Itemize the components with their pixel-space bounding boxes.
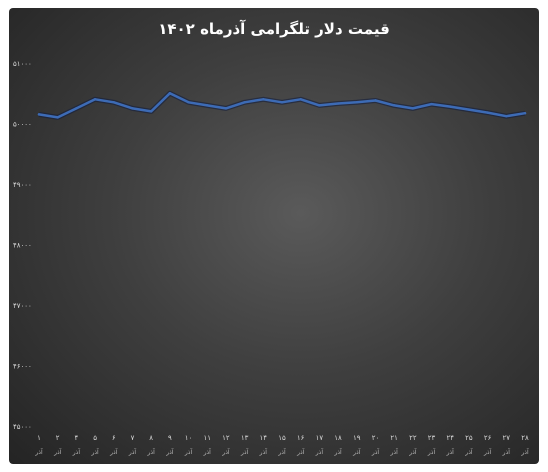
data-point [187,101,190,104]
x-tick-label: ۱۷ [316,434,324,442]
x-tick-label: ۸ [149,434,153,442]
x-tick-label: ۱۹ [353,434,361,442]
x-tick-month-label: آذر [128,447,137,456]
x-tick-month-label: آذر [390,447,399,456]
x-tick-label: ۲۱ [390,434,398,442]
y-tick-label: ۵۰۰۰۰ [13,121,32,129]
x-tick-label: ۴ [75,434,79,442]
x-tick-label: ۲۳ [428,434,436,442]
data-point [392,104,396,107]
y-tick-label: ۴۹۰۰۰ [13,181,32,189]
x-tick-label: ۹ [168,434,172,442]
y-tick-label: ۴۵۰۰۰ [13,423,32,431]
x-tick-month-label: آذر [259,447,268,456]
x-tick-month-label: آذر [502,447,511,456]
y-tick-label: ۴۸۰۰۰ [13,242,32,250]
x-tick-label: ۱۸ [334,434,342,442]
x-tick-label: ۲۰ [372,434,380,442]
data-point [430,102,433,106]
data-point [318,104,321,107]
x-tick-month-label: آذر [464,447,473,456]
chart-panel: ۵۱۰۰۰ ۵۰۰۰۰ ۴۹۰۰۰ ۴۸۰۰۰ ۴۷۰۰۰ ۴۶۰۰۰ ۴۵۰۰۰ ۱ آذر ۲… [9,8,539,464]
x-tick-label: ۲ [56,434,60,442]
x-tick-month-label: آذر [240,447,249,456]
x-tick-label: ۱۱ [203,434,211,442]
x-tick-label: ۲۵ [465,434,473,442]
x-tick-month-label: آذر [221,447,230,456]
x-tick-month-label: آذر [184,447,193,456]
data-point [486,111,489,114]
x-tick-label: ۲۲ [409,434,417,442]
x-tick-month-label: آذر [109,447,118,456]
data-point [411,107,415,110]
x-tick-label: ۲۷ [503,434,511,442]
data-point [112,101,115,104]
x-tick-month-label: آذر [371,447,380,456]
y-tick-label: ۴۶۰۰۰ [13,363,32,371]
data-point [523,112,527,115]
x-tick-month-label: آذر [277,447,286,456]
data-point [336,102,340,105]
x-tick-month-label: آذر [427,447,436,456]
data-point [374,99,377,102]
x-tick-month-label: آذر [483,447,492,456]
x-tick-month-label: آذر [520,447,529,456]
data-point [262,98,265,101]
y-tick-label: ۵۱۰۰۰ [13,60,32,68]
x-tick-month-label: آذر [296,447,305,456]
data-point [243,101,246,104]
x-tick-label: ۵ [93,434,97,442]
x-tick-month-label: آذر [34,447,43,456]
data-point [355,101,358,104]
x-tick-label: ۱۶ [297,434,305,442]
x-tick-month-label: آذر [315,447,324,456]
chart-title: قیمت دلار تلگرامی آذرماه ۱۴۰۲ [158,20,390,38]
x-tick-month-label: آذر [90,447,99,456]
data-point [280,101,284,104]
data-point [149,110,153,113]
data-point [75,107,78,110]
x-tick-month-label: آذر [333,447,342,456]
x-tick-label: ۱۳ [241,434,249,442]
x-tick-label: ۷ [131,434,135,442]
data-point [93,98,97,101]
x-tick-month-label: آذر [203,447,212,456]
x-tick-month-label: آذر [165,447,174,456]
x-tick-label: ۱ [37,434,41,442]
y-tick-label: ۴۷۰۰۰ [13,302,32,310]
data-point [206,104,209,107]
x-tick-month-label: آذر [408,447,417,456]
data-point [467,108,471,111]
data-point [37,113,41,116]
data-point [168,92,172,95]
data-point [505,115,508,118]
x-tick-label: ۶ [112,434,116,442]
data-point [299,98,302,101]
data-point [449,105,452,108]
x-tick-month-label: آذر [352,447,361,456]
x-tick-label: ۱۰ [185,434,193,442]
x-tick-label: ۱۵ [278,434,286,442]
x-tick-label: ۲۴ [446,434,454,442]
x-tick-month-label: آذر [147,447,156,456]
x-tick-label: ۱۴ [260,434,268,442]
data-point [56,116,59,119]
chart-plot: ۵۱۰۰۰ ۵۰۰۰۰ ۴۹۰۰۰ ۴۸۰۰۰ ۴۷۰۰۰ ۴۶۰۰۰ ۴۵۰۰۰ ۱ آذر ۲… [13,60,529,456]
x-tick-month-label: آذر [446,447,455,456]
x-tick-label: ۲۶ [484,434,492,442]
data-point [131,107,134,110]
x-tick-label: ۲۸ [521,434,529,442]
x-tick-month-label: آذر [72,447,81,456]
data-point [224,107,228,110]
x-tick-month-label: آذر [53,447,62,456]
series-line-shadow [38,90,526,120]
x-tick-label: ۱۲ [222,434,230,442]
